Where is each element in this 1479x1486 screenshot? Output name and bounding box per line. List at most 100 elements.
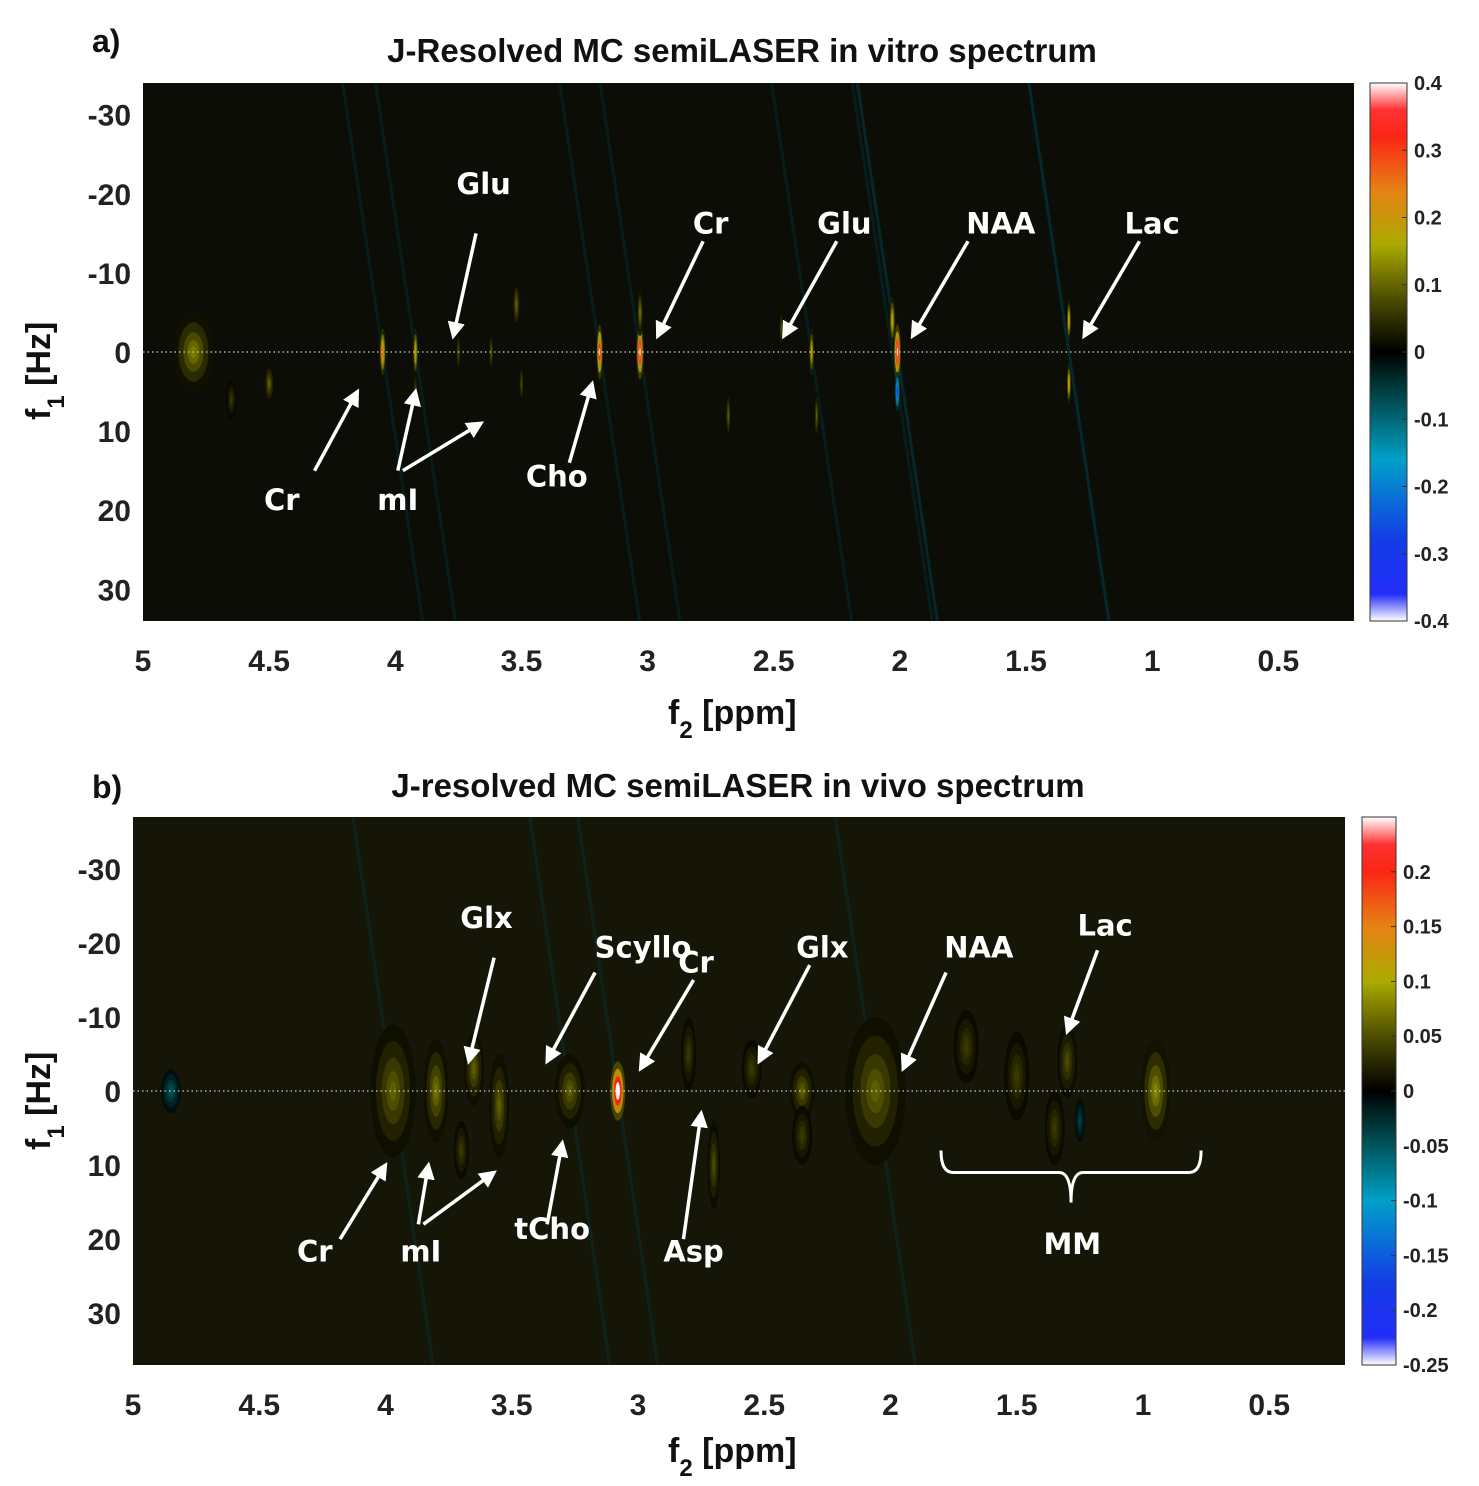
annotation-arrow — [338, 1162, 388, 1241]
panel-b-title: J-resolved MC semiLASER in vivo spectrum — [391, 767, 1084, 804]
colorbar-tick-label: 0.2 — [1403, 862, 1431, 884]
annotation-arrow — [401, 421, 485, 473]
xtick-label: 3 — [639, 645, 656, 678]
colorbar-tick-label: -0.15 — [1403, 1245, 1449, 1267]
panel-b-colorbar — [1361, 816, 1397, 1366]
peak-10 — [680, 1016, 697, 1091]
peak-21 — [1066, 363, 1071, 404]
annotation-arrow — [447, 232, 478, 340]
peak-6 — [512, 280, 521, 329]
xtick-label: 3.5 — [501, 645, 543, 678]
colorbar-tick-label: 0.3 — [1414, 140, 1442, 162]
peak-2 — [412, 328, 418, 376]
annotation-arrow — [396, 388, 421, 472]
ytick-label: 30 — [88, 1298, 121, 1331]
peak-14 — [809, 328, 815, 376]
ytick-label: 0 — [104, 1076, 121, 1109]
colorbar-tick-label: -0.4 — [1414, 611, 1449, 633]
peak-10 — [596, 324, 603, 380]
panel-b-ylabel: f1 [Hz] — [20, 1052, 70, 1150]
peak-19 — [889, 296, 896, 345]
panel-a: a) J-Resolved MC semiLASER in vitro spec… — [20, 23, 1449, 744]
annotation-scyllo: Scyllo — [595, 931, 692, 965]
colorbar-tick-label: 0.4 — [1414, 73, 1443, 95]
peak-17 — [893, 324, 901, 380]
xtick-label: 5 — [135, 645, 152, 678]
panel-a-colorbar — [1369, 82, 1408, 622]
peak-13 — [725, 391, 731, 440]
xtick-label: 1 — [1144, 645, 1161, 678]
annotation-arrow — [1082, 240, 1142, 340]
annotation-lac: Lac — [1125, 206, 1180, 240]
colorbar-tick-label: 0.15 — [1403, 917, 1442, 939]
peak-20 — [1044, 1091, 1065, 1166]
peak-2 — [370, 1024, 416, 1158]
colorbar-tick-label: 0.05 — [1403, 1026, 1442, 1048]
peak-8 — [264, 363, 275, 404]
ytick-label: -30 — [78, 854, 121, 887]
panel-a-plot-area — [143, 83, 1354, 621]
panel-a-ylabel: f1 [Hz] — [20, 322, 70, 420]
annotation-cr: Cr — [297, 1234, 333, 1268]
annotation-arrow — [910, 240, 970, 340]
peak-16 — [778, 308, 784, 349]
annotation-mi: mI — [400, 1234, 441, 1268]
panel-a-yticks: -30 -20 -10 0 10 20 30 — [88, 100, 131, 608]
xtick-label: 4 — [387, 645, 404, 678]
annotation-arrow — [422, 1170, 497, 1226]
ytick-label: 30 — [98, 574, 131, 607]
xtick-label: 2 — [892, 645, 909, 678]
colorbar-tick-label: -0.1 — [1414, 409, 1448, 431]
colorbar-tick-label: 0.1 — [1414, 275, 1442, 297]
peak-5 — [489, 1053, 510, 1158]
annotation-arrow — [463, 957, 496, 1065]
xtick-label: 4.5 — [248, 645, 290, 678]
panel-b: b) J-resolved MC semiLASER in vivo spect… — [20, 767, 1449, 1482]
xtick-label: 2.5 — [743, 1389, 785, 1422]
panel-a-colorbar-ticks: 0.4 0.3 0.2 0.1 0 -0.1 -0.2 -0.3 -0.4 — [1402, 73, 1449, 633]
annotation-cr: Cr — [693, 206, 729, 240]
xtick-label: 1 — [1135, 1389, 1152, 1422]
annotation-glx: Glx — [796, 931, 849, 965]
peak-12 — [789, 1061, 815, 1121]
annotation-glu: Glu — [456, 167, 510, 201]
peak-7 — [518, 363, 524, 404]
xtick-label: 4.5 — [238, 1389, 280, 1422]
xtick-label: 0.5 — [1248, 1389, 1290, 1422]
panel-a-xticks: 5 4.5 4 3.5 3 2.5 2 1.5 1 0.5 — [135, 645, 1300, 678]
annotation-arrow — [900, 971, 948, 1072]
peak-22 — [173, 312, 214, 392]
panel-a-spectrum — [143, 83, 1354, 621]
peak-5 — [488, 332, 494, 372]
ytick-label: -10 — [78, 1002, 121, 1035]
annotation-arrow — [313, 388, 360, 472]
annotation-naa: NAA — [966, 206, 1036, 240]
annotation-arrow — [1063, 949, 1100, 1036]
annotation-cr: Cr — [678, 946, 714, 980]
annotation-arrow — [545, 971, 597, 1065]
ytick-label: -10 — [88, 258, 131, 291]
peak-23 — [160, 1068, 181, 1114]
peak-18 — [894, 371, 900, 412]
annotation-mm: MM — [1043, 1227, 1101, 1261]
panel-a-xlabel: f2 [ppm] — [668, 694, 797, 744]
peak-16 — [845, 1016, 906, 1166]
peak-11 — [636, 324, 644, 380]
colorbar-tick-label: 0.1 — [1403, 971, 1431, 993]
colorbar-tick-label: 0 — [1403, 1081, 1414, 1103]
panel-a-label: a) — [92, 23, 120, 59]
annotation-tcho: tCho — [514, 1212, 590, 1246]
annotation-arrow — [638, 979, 696, 1072]
peak-13 — [792, 1105, 813, 1166]
colorbar-tick-label: 0.2 — [1414, 208, 1442, 230]
ytick-label: 20 — [98, 495, 131, 528]
peak-9 — [226, 379, 237, 420]
annotation-mi: mI — [377, 483, 418, 517]
annotation-lac: Lac — [1078, 908, 1133, 942]
annotation-glx: Glx — [460, 901, 513, 935]
xtick-label: 4 — [377, 1389, 394, 1422]
ytick-label: 10 — [88, 1150, 121, 1183]
colorbar-tick-label: -0.2 — [1403, 1300, 1437, 1322]
peak-6 — [453, 1120, 469, 1180]
